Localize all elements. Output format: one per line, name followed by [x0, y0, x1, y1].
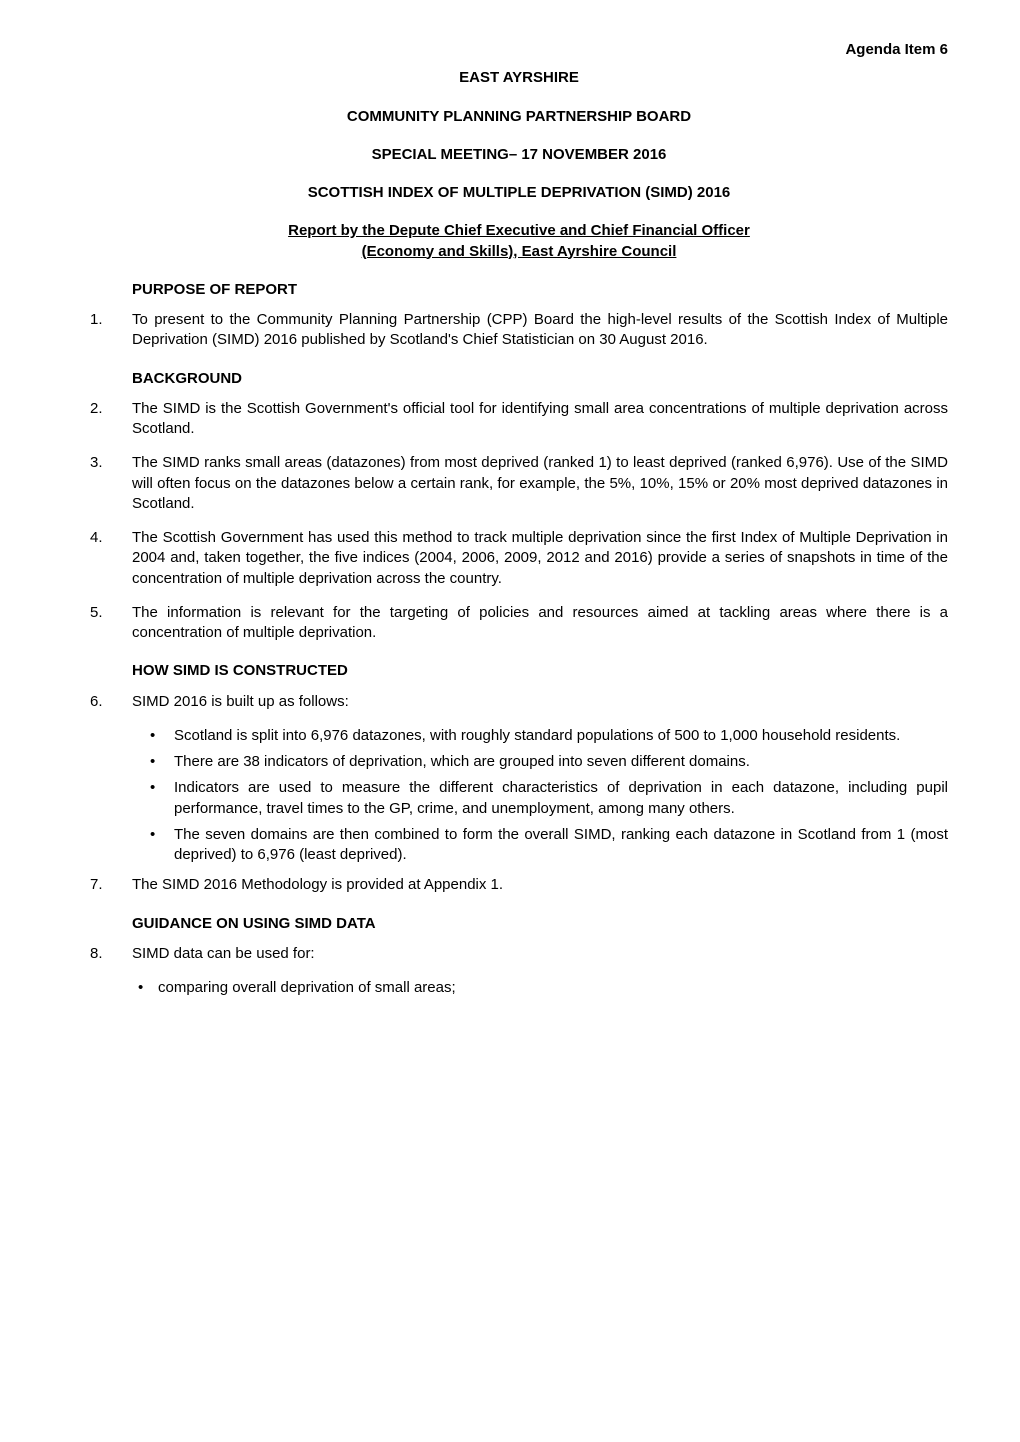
- section-construction-title: HOW SIMD IS CONSTRUCTED: [132, 661, 948, 681]
- paragraph-text: The SIMD 2016 Methodology is provided at…: [132, 875, 948, 895]
- subtitle-line-2: (Economy and Skills), East Ayrshire Coun…: [362, 243, 677, 260]
- section-guidance-title: GUIDANCE ON USING SIMD DATA: [132, 914, 948, 934]
- agenda-item-label: Agenda Item 6: [90, 40, 948, 60]
- paragraph-number: 8.: [90, 944, 132, 964]
- guidance-bullet-list: comparing overall deprivation of small a…: [132, 978, 948, 998]
- subtitle-line-1: Report by the Depute Chief Executive and…: [288, 222, 750, 239]
- board-name: COMMUNITY PLANNING PARTNERSHIP BOARD: [90, 107, 948, 127]
- paragraph-text: SIMD 2016 is built up as follows:: [132, 692, 948, 712]
- org-name: EAST AYRSHIRE: [90, 68, 948, 88]
- paragraph-text: The information is relevant for the targ…: [132, 603, 948, 644]
- paragraph-number: 2.: [90, 399, 132, 419]
- numbered-paragraph: 2. The SIMD is the Scottish Government's…: [90, 399, 948, 440]
- numbered-paragraph: 1. To present to the Community Planning …: [90, 310, 948, 351]
- paragraph-text: The SIMD ranks small areas (datazones) f…: [132, 453, 948, 514]
- list-item: comparing overall deprivation of small a…: [132, 978, 948, 998]
- paragraph-number: 3.: [90, 453, 132, 473]
- list-item: There are 38 indicators of deprivation, …: [132, 752, 948, 772]
- list-item: Indicators are used to measure the diffe…: [132, 778, 948, 819]
- numbered-paragraph: 6. SIMD 2016 is built up as follows:: [90, 692, 948, 712]
- report-title: SCOTTISH INDEX OF MULTIPLE DEPRIVATION (…: [90, 183, 948, 203]
- paragraph-number: 7.: [90, 875, 132, 895]
- report-subtitle: Report by the Depute Chief Executive and…: [90, 221, 948, 262]
- paragraph-text: The SIMD is the Scottish Government's of…: [132, 399, 948, 440]
- section-background-title: BACKGROUND: [132, 369, 948, 389]
- construction-bullet-list: Scotland is split into 6,976 datazones, …: [132, 726, 948, 866]
- paragraph-number: 6.: [90, 692, 132, 712]
- numbered-paragraph: 4. The Scottish Government has used this…: [90, 528, 948, 589]
- numbered-paragraph: 5. The information is relevant for the t…: [90, 603, 948, 644]
- paragraph-text: SIMD data can be used for:: [132, 944, 948, 964]
- paragraph-number: 4.: [90, 528, 132, 548]
- list-item: Scotland is split into 6,976 datazones, …: [132, 726, 948, 746]
- numbered-paragraph: 7. The SIMD 2016 Methodology is provided…: [90, 875, 948, 895]
- paragraph-text: The Scottish Government has used this me…: [132, 528, 948, 589]
- numbered-paragraph: 8. SIMD data can be used for:: [90, 944, 948, 964]
- paragraph-text: To present to the Community Planning Par…: [132, 310, 948, 351]
- meeting-title: SPECIAL MEETING– 17 NOVEMBER 2016: [90, 145, 948, 165]
- numbered-paragraph: 3. The SIMD ranks small areas (datazones…: [90, 453, 948, 514]
- section-purpose-title: PURPOSE OF REPORT: [132, 280, 948, 300]
- paragraph-number: 5.: [90, 603, 132, 623]
- paragraph-number: 1.: [90, 310, 132, 330]
- list-item: The seven domains are then combined to f…: [132, 825, 948, 866]
